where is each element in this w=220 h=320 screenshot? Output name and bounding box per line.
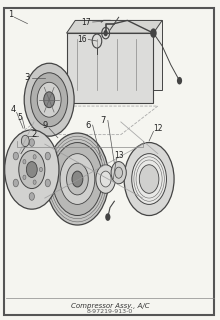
- Circle shape: [13, 179, 18, 187]
- Circle shape: [19, 150, 45, 188]
- Text: 16: 16: [77, 35, 87, 44]
- Text: 4: 4: [11, 105, 16, 114]
- Circle shape: [103, 30, 108, 36]
- Circle shape: [13, 152, 18, 160]
- Text: 2: 2: [31, 130, 37, 139]
- Text: 13: 13: [114, 151, 123, 160]
- Circle shape: [24, 63, 74, 136]
- Circle shape: [60, 154, 95, 204]
- Circle shape: [46, 133, 109, 225]
- Circle shape: [5, 130, 59, 209]
- Text: 17: 17: [81, 18, 91, 27]
- Circle shape: [31, 73, 68, 127]
- Text: 1: 1: [9, 10, 14, 19]
- Circle shape: [37, 82, 61, 117]
- Circle shape: [52, 142, 102, 215]
- Text: 3: 3: [25, 73, 30, 82]
- Circle shape: [105, 213, 110, 221]
- Text: 6: 6: [86, 121, 91, 130]
- Ellipse shape: [115, 167, 123, 178]
- Circle shape: [150, 28, 157, 38]
- Text: 7: 7: [101, 116, 106, 125]
- Polygon shape: [67, 20, 162, 33]
- Circle shape: [44, 92, 55, 108]
- Ellipse shape: [100, 171, 111, 187]
- Circle shape: [33, 155, 36, 159]
- Circle shape: [39, 167, 42, 172]
- Circle shape: [29, 193, 34, 200]
- Circle shape: [72, 171, 83, 187]
- Circle shape: [139, 165, 159, 193]
- Circle shape: [177, 77, 182, 84]
- Circle shape: [23, 159, 26, 164]
- Circle shape: [67, 163, 88, 195]
- Circle shape: [124, 142, 174, 215]
- Circle shape: [21, 135, 29, 147]
- Bar: [75, 20, 162, 90]
- Text: 8-97219-913-0: 8-97219-913-0: [87, 309, 133, 314]
- Circle shape: [26, 162, 37, 178]
- Bar: [67, 33, 153, 103]
- Circle shape: [29, 139, 34, 146]
- Circle shape: [33, 180, 36, 184]
- Text: Compressor Assy., A/C: Compressor Assy., A/C: [71, 303, 149, 309]
- Ellipse shape: [96, 165, 116, 193]
- Circle shape: [45, 152, 50, 160]
- Circle shape: [132, 154, 167, 204]
- Text: 5: 5: [17, 113, 22, 122]
- Circle shape: [23, 175, 26, 180]
- Circle shape: [45, 179, 50, 187]
- Text: 9: 9: [42, 121, 48, 130]
- Text: 12: 12: [153, 124, 163, 133]
- Ellipse shape: [111, 162, 126, 184]
